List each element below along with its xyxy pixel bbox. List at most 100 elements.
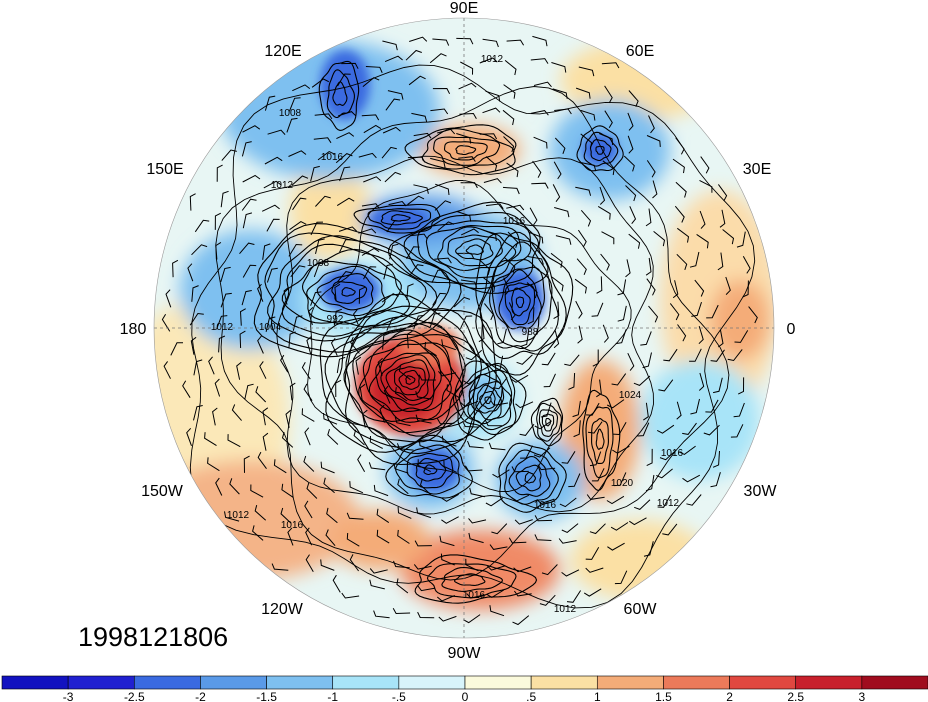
wind-barb: [441, 516, 459, 524]
wind-barb: [382, 40, 398, 51]
wind-barb: [216, 315, 228, 330]
wind-barb: [596, 276, 603, 294]
isobar-line: [331, 281, 368, 304]
wind-barb: [513, 566, 532, 573]
wind-barb: [393, 560, 410, 569]
wind-barb: [468, 518, 487, 524]
isobar-value-label: 1012: [554, 604, 577, 615]
wind-barb: [678, 445, 696, 455]
isobar-line: [405, 375, 416, 385]
wind-barb: [507, 231, 519, 248]
wind-barb: [465, 349, 483, 361]
wind-barb: [191, 285, 199, 302]
wind-barb: [568, 372, 576, 390]
lon-label-60w: 60W: [624, 601, 658, 618]
isobar-line: [455, 238, 494, 261]
wind-barb: [532, 160, 542, 178]
wind-barb: [187, 263, 194, 282]
wind-barb: [508, 302, 516, 321]
isobar-line: [515, 296, 525, 309]
wind-barb: [438, 370, 457, 377]
wind-barb: [334, 283, 341, 302]
lon-label-60e: 60E: [626, 43, 654, 60]
lon-label-150w: 150W: [141, 483, 184, 500]
wind-barb: [313, 262, 326, 278]
lon-label-150e: 150E: [146, 161, 183, 178]
wind-barb: [561, 451, 576, 464]
wind-barb: [432, 292, 446, 306]
wind-barb: [362, 77, 380, 87]
wind-barb: [587, 421, 603, 434]
wind-barb: [543, 373, 556, 388]
isobar-line: [443, 141, 488, 161]
wind-barb: [262, 243, 271, 260]
wind-barb: [214, 378, 221, 397]
wind-barb: [459, 315, 473, 330]
wind-barb: [533, 136, 548, 149]
wind-barb: [320, 559, 335, 571]
wind-barb: [652, 180, 658, 199]
wind-barb: [191, 244, 208, 256]
anomaly-shading: 1012 1008 1016 1012 1016 1008 1004 1012 992 988 10…: [154, 18, 774, 638]
colorbar-cell: [663, 675, 730, 690]
wind-barb: [368, 462, 386, 471]
wind-barb: [306, 482, 318, 499]
wind-barb: [706, 304, 719, 319]
wind-barb: [336, 197, 355, 207]
wind-barb: [648, 305, 659, 323]
wind-barb: [281, 431, 294, 448]
wind-barb: [381, 146, 397, 159]
wind-barb: [257, 451, 267, 469]
isobar-line: [307, 179, 632, 492]
wind-barb: [733, 402, 745, 418]
isobar-line: [530, 397, 564, 447]
wind-barb: [437, 128, 456, 135]
wind-barb: [383, 385, 391, 404]
wind-barb: [229, 478, 240, 495]
wind-barb: [161, 314, 171, 332]
map-disc-border: [153, 17, 775, 639]
wind-barb: [613, 422, 627, 436]
wind-barb: [591, 302, 604, 317]
wind-barb: [712, 450, 720, 468]
wind-barb: [315, 195, 331, 207]
wind-barb: [377, 357, 383, 376]
wind-barb: [429, 53, 447, 64]
isobar-value-label: 1012: [211, 322, 234, 333]
wind-barb: [553, 161, 562, 180]
isobar-line: [524, 472, 536, 484]
wind-barb: [646, 160, 656, 178]
lon-label-120w: 120W: [261, 601, 304, 618]
wind-barb: [407, 156, 426, 163]
wind-barb: [645, 474, 655, 492]
wind-barb: [511, 466, 529, 473]
wind-barb: [553, 301, 560, 320]
wind-barb: [572, 400, 581, 418]
wind-barb: [418, 374, 436, 381]
wind-barb: [165, 289, 172, 308]
isobar-line: [489, 258, 553, 350]
wind-barb: [508, 537, 527, 544]
wind-barb: [532, 35, 548, 47]
wind-barb: [434, 257, 452, 264]
wind-barb: [468, 532, 484, 544]
lon-label-120e: 120E: [264, 43, 301, 60]
wind-barb: [231, 404, 242, 421]
wind-barb: [382, 332, 390, 350]
wind-barb: [254, 504, 267, 521]
wind-barb: [437, 221, 455, 232]
wind-barb: [502, 186, 520, 195]
wind-barb: [617, 279, 627, 296]
wind-barb: [376, 529, 390, 544]
wind-barb: [443, 460, 458, 473]
colorbar-cell: [530, 675, 598, 690]
wind-barb: [699, 210, 706, 229]
isobar-contours: [189, 60, 756, 609]
wind-barb: [361, 203, 380, 209]
wind-barb: [384, 171, 401, 183]
colorbar-cell: [464, 675, 532, 690]
colorbar-tick-label: -2.5: [124, 690, 145, 702]
wind-barb: [264, 156, 283, 165]
wind-barb: [432, 38, 450, 46]
wind-barb: [575, 87, 591, 99]
